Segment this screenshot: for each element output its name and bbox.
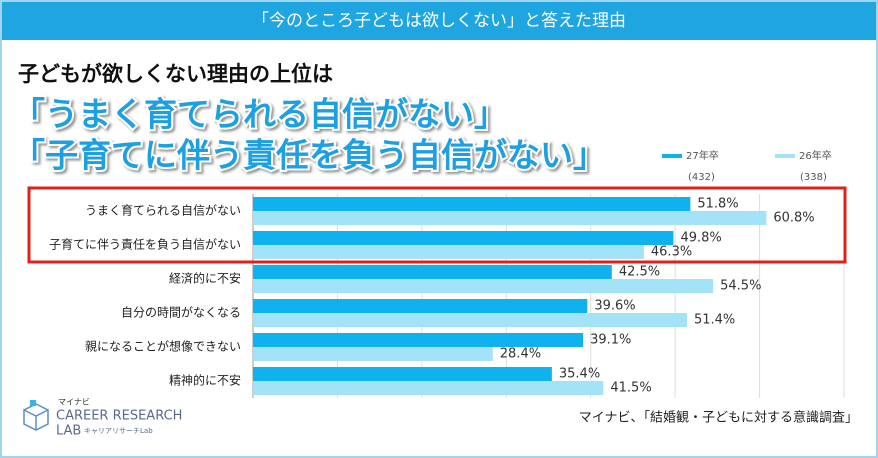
source: マイナビ、「結婚観・子どもに対する意識調査」 [579, 410, 858, 426]
value-label: 39.6% [594, 299, 635, 314]
y-tick-label: 親になることが想像できない [85, 339, 241, 354]
legend-sample: (432) [688, 172, 715, 183]
y-tick-label: 経済的に不安 [169, 271, 241, 286]
value-label: 51.4% [694, 313, 735, 328]
banner-text: 「今のところ子どもは欲しくない」と答えた理由 [252, 11, 626, 31]
y-tick-label: 子育てに伴う責任を負う自信がない [49, 237, 241, 252]
plot: 27年卒 (432) 26年卒 (338) うまく育てられる自信がない 51.8% 60.8… [49, 149, 845, 398]
value-label: 46.3% [651, 245, 692, 260]
bar [253, 231, 674, 245]
y-tick-label: 自分の時間がなくなる [121, 305, 241, 320]
value-label: 35.4% [559, 367, 600, 382]
value-label: 42.5% [619, 265, 660, 280]
bar [253, 347, 493, 361]
bar [253, 367, 552, 381]
y-tick-label: 精神的に不安 [169, 373, 241, 388]
logo-line1: CAREER RESEARCH [56, 409, 182, 424]
value-label: 28.4% [500, 347, 541, 362]
y-tick-label: うまく育てられる自信がない [85, 203, 241, 218]
bar [253, 381, 604, 395]
logo-cube-edge [23, 409, 49, 430]
bar [253, 313, 687, 327]
legend-label: 26年卒 [799, 149, 832, 162]
highlight-box [27, 186, 847, 264]
value-label: 49.8% [680, 231, 721, 246]
logo-line2: LAB [56, 424, 81, 439]
bar [253, 265, 612, 279]
headline: 「うまく育てられる自信がない」 [12, 95, 507, 134]
chart-title: 子どもが欲しくない理由の上位は [18, 62, 333, 86]
logo-kana: キャリアリサーチLab [84, 427, 153, 435]
bar [253, 197, 691, 211]
bar [253, 245, 644, 259]
legend-sample: (338) [800, 172, 827, 183]
bar [253, 333, 584, 347]
value-label: 51.8% [697, 197, 738, 212]
logo-brand: マイナビ [58, 398, 90, 407]
value-label: 54.5% [720, 279, 761, 294]
headline: 「子育てに伴う責任を負う自信がない」 [12, 136, 606, 175]
bar [253, 299, 588, 313]
value-label: 60.8% [773, 211, 814, 226]
logo-icon [23, 400, 49, 431]
bar [253, 279, 714, 293]
value-label: 39.1% [590, 333, 631, 348]
value-label: 41.5% [610, 381, 651, 396]
logo-square [30, 400, 36, 406]
legend-label: 27年卒 [686, 149, 719, 162]
bar [253, 211, 767, 225]
banner [2, 2, 876, 40]
